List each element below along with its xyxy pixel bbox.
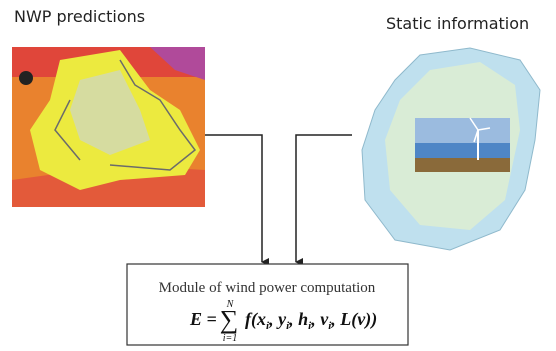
formula-text: f(x — [245, 309, 266, 330]
formula-lower: i=1 — [223, 333, 238, 344]
formula-text: , y — [268, 309, 287, 329]
formula-body: f(xi, yi, hi, vi, L(v)) — [245, 309, 377, 332]
right-label: Static information — [386, 14, 529, 33]
module-title: Module of wind power computation — [159, 280, 376, 296]
formula-lhs: E = — [189, 309, 217, 329]
left-label: NWP predictions — [14, 7, 145, 26]
formula-upper: N — [226, 299, 235, 310]
formula-text: , h — [288, 309, 308, 329]
diagram: NWP predictions Static information Modul… — [0, 0, 556, 351]
module-box — [127, 264, 408, 345]
formula-text: , v — [310, 309, 329, 329]
formula-text: , L(v)) — [330, 309, 377, 330]
nwp-map — [12, 47, 205, 207]
